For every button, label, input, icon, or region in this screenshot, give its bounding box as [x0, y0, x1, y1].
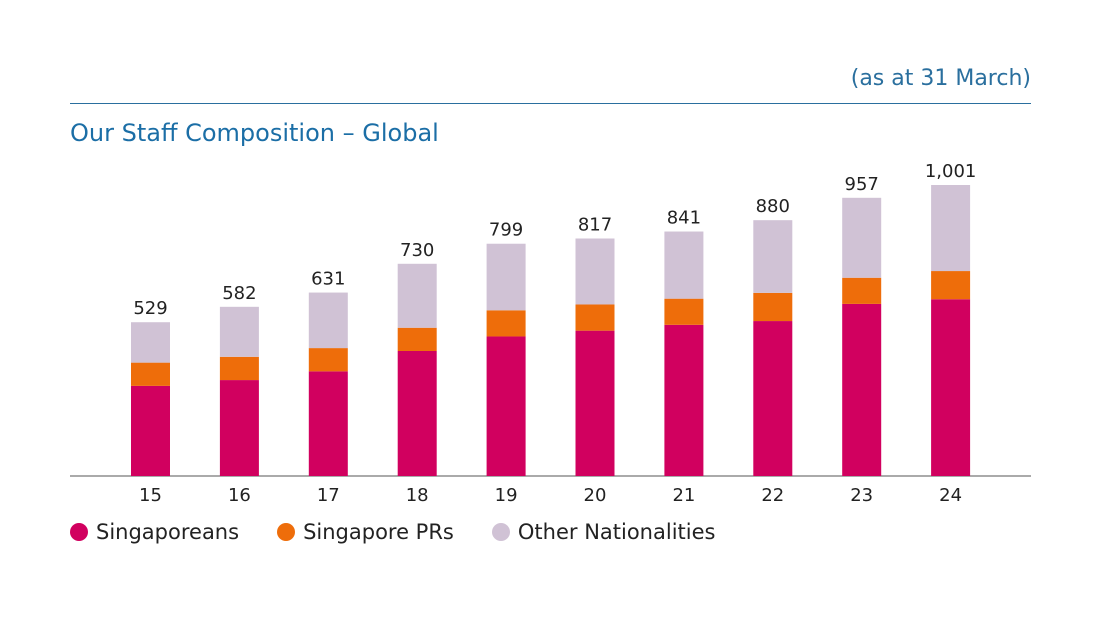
bar-segment-others: [931, 185, 971, 272]
bar-segment-others: [219, 306, 259, 357]
bar-segment-prs: [753, 292, 793, 322]
bar-segment-prs: [131, 362, 170, 386]
bar-total-label: 730: [400, 240, 434, 261]
bar-segment-others: [842, 197, 882, 278]
bar-segment-singaporeans: [219, 380, 259, 476]
legend-label-singaporeans: Singaporeans: [96, 520, 240, 544]
bar-segment-others: [397, 263, 437, 328]
bar-total-label: 1,001: [925, 161, 977, 182]
x-tick-label: 17: [317, 485, 340, 506]
bar-total-label: 582: [222, 283, 256, 304]
legend-item-prs: Singapore PRs: [277, 520, 454, 544]
bar-segment-singaporeans: [308, 371, 348, 476]
bar-total-label: 817: [578, 214, 612, 235]
legend-label-prs: Singapore PRs: [303, 520, 454, 544]
bar-segment-prs: [842, 277, 882, 304]
bar-total-label: 631: [311, 269, 345, 290]
legend-swatch-singaporeans: [70, 523, 88, 541]
bar-segment-prs: [931, 271, 971, 300]
bar-segment-prs: [664, 298, 704, 325]
legend-item-singaporeans: Singaporeans: [70, 520, 239, 544]
bar-segment-prs: [486, 310, 526, 337]
header-divider: [70, 103, 1031, 104]
bar-segment-others: [575, 238, 615, 305]
bar-segment-others: [486, 243, 526, 311]
bar-total-label: 957: [845, 174, 879, 195]
legend-label-others: Other Nationalities: [517, 520, 716, 544]
bar-segment-singaporeans: [131, 385, 170, 476]
legend-item-others: Other Nationalities: [491, 520, 716, 544]
bar-segment-others: [308, 292, 348, 349]
bar-total-label: 841: [667, 208, 701, 229]
bar-segment-singaporeans: [931, 299, 971, 476]
date-note: (as at 31 March): [850, 66, 1031, 91]
x-tick-label: 24: [939, 485, 962, 506]
bar-segment-singaporeans: [664, 324, 704, 476]
x-tick-label: 15: [139, 485, 162, 506]
x-tick-label: 19: [495, 485, 518, 506]
bar-total-label: 529: [133, 298, 167, 319]
bar-segment-others: [664, 231, 704, 299]
x-tick-label: 18: [406, 485, 429, 506]
bar-total-label: 799: [489, 220, 523, 241]
bar-segment-prs: [308, 348, 348, 372]
bar-segment-singaporeans: [753, 321, 793, 476]
bar-segment-singaporeans: [842, 303, 882, 476]
bar-segment-singaporeans: [397, 350, 437, 476]
bar-segment-others: [753, 220, 793, 293]
bar-total-label: 880: [756, 196, 790, 217]
bar-segment-singaporeans: [486, 336, 526, 476]
legend-swatch-others: [491, 523, 510, 541]
x-tick-label: 23: [850, 485, 873, 506]
bar-segment-singaporeans: [575, 330, 615, 476]
chart-title: Our Staff Composition – Global: [70, 119, 439, 147]
bar-segment-others: [131, 322, 170, 363]
chart-legend: Singaporeans Singapore PRs Other Nationa…: [70, 520, 753, 544]
x-tick-label: 22: [761, 485, 784, 506]
bar-segment-prs: [575, 304, 615, 331]
x-tick-label: 16: [228, 485, 251, 506]
x-tick-label: 21: [672, 485, 695, 506]
legend-swatch-prs: [277, 523, 296, 541]
bar-segment-prs: [397, 327, 437, 351]
bar-segment-prs: [219, 356, 259, 381]
x-tick-label: 20: [584, 485, 607, 506]
